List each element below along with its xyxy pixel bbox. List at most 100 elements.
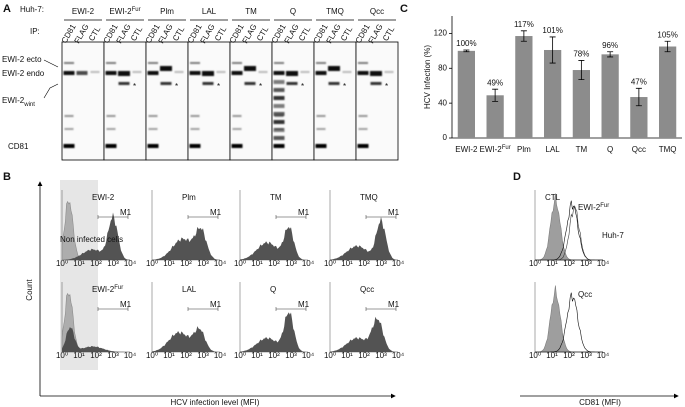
panel-label: C [400, 3, 408, 15]
hist-tick: 10³ [107, 259, 119, 268]
band [328, 66, 340, 71]
band [244, 66, 256, 71]
band [64, 62, 74, 64]
band [189, 71, 201, 75]
x-tick-label: EWI-2Fur [480, 145, 511, 155]
hist-tick: 10⁴ [597, 351, 610, 360]
gate-label: M1 [210, 208, 222, 217]
band [358, 128, 368, 130]
hist-tick: 10⁰ [146, 351, 158, 360]
hist-tick: 10⁴ [124, 351, 137, 360]
band [202, 71, 214, 76]
band [273, 80, 285, 84]
y-axis-title: Count [25, 279, 34, 301]
band [358, 62, 368, 64]
bands [147, 62, 184, 148]
hist-tick: 10² [268, 259, 280, 268]
hist-tick: 10² [90, 351, 102, 360]
band [273, 136, 285, 140]
x-tick-label: TMQ [659, 145, 677, 154]
gate [365, 215, 397, 219]
plot-label: EWI-2Fur [92, 285, 123, 295]
value-label: 117% [514, 20, 534, 29]
histogram [240, 312, 308, 352]
band [190, 128, 200, 130]
asterisk: * [343, 82, 346, 91]
band [273, 144, 285, 148]
band [106, 115, 116, 117]
band [232, 128, 242, 130]
band [105, 144, 117, 148]
curve-label: Huh-7 [602, 231, 624, 240]
hist-tick: 10¹ [251, 259, 263, 268]
asterisk: * [259, 82, 262, 91]
band [273, 112, 285, 116]
gate-label: M1 [120, 300, 132, 309]
band [190, 62, 200, 64]
y-axis-title: HCV Infection (%) [423, 45, 432, 109]
control-label: Non infected cells [60, 235, 123, 244]
value-label: 49% [487, 78, 503, 87]
x-tick-label: EWI-2 [455, 145, 478, 154]
band [189, 144, 201, 148]
value-label: 96% [602, 41, 618, 50]
hist-tick: 10² [180, 351, 192, 360]
group-label: TMQ [326, 7, 344, 16]
hist-tick: 10³ [197, 351, 209, 360]
band [160, 82, 172, 85]
x-tick-label-base: EWI-2 [480, 145, 503, 154]
hist-tick: 10¹ [163, 351, 175, 360]
hist-tick: 10² [563, 259, 575, 268]
asterisk: * [217, 82, 220, 91]
band [274, 128, 284, 130]
band [384, 71, 394, 73]
histogram [240, 226, 308, 260]
error-bar [578, 60, 585, 81]
error-bar [664, 40, 671, 53]
blot [103, 41, 147, 161]
histogram [62, 327, 130, 352]
hist-tick: 10² [358, 259, 370, 268]
hist-tick: 10² [358, 351, 370, 360]
band [106, 128, 116, 130]
hist-tick: 10³ [375, 351, 387, 360]
band [274, 115, 284, 117]
band [106, 62, 116, 64]
plot-label: TM [270, 193, 282, 202]
band [63, 144, 75, 148]
bar [572, 70, 590, 138]
histogram [330, 316, 398, 352]
band [357, 144, 369, 148]
bar [659, 46, 677, 138]
band [232, 62, 242, 64]
error-bar [463, 49, 470, 53]
gate [365, 307, 397, 311]
band [90, 71, 100, 73]
hist-tick: 10⁰ [234, 259, 246, 268]
asterisk: * [385, 82, 388, 91]
hist-tick: 10⁰ [529, 351, 541, 360]
curve-label: CTL [545, 193, 561, 202]
bands [315, 62, 352, 148]
bands [105, 62, 142, 148]
plot-label: Q [270, 285, 276, 294]
group-label: Plm [160, 7, 174, 16]
x-tick-label: TM [576, 145, 588, 154]
band [105, 71, 117, 75]
band [273, 120, 285, 124]
error-bar [520, 30, 527, 42]
group-label: EWI-2 [72, 7, 95, 16]
x-tick-label-super: Fur [502, 145, 511, 151]
band [273, 104, 285, 108]
hist-tick: 10³ [285, 351, 297, 360]
hist-tick: 10⁴ [302, 351, 315, 360]
y-tick-label: 0 [443, 133, 448, 142]
band [357, 71, 369, 75]
band [328, 82, 340, 85]
group-label: Q [290, 7, 296, 16]
bar [630, 97, 648, 138]
plot-label: Plm [182, 193, 196, 202]
bands [357, 62, 394, 148]
hist-tick: 10⁴ [124, 259, 137, 268]
